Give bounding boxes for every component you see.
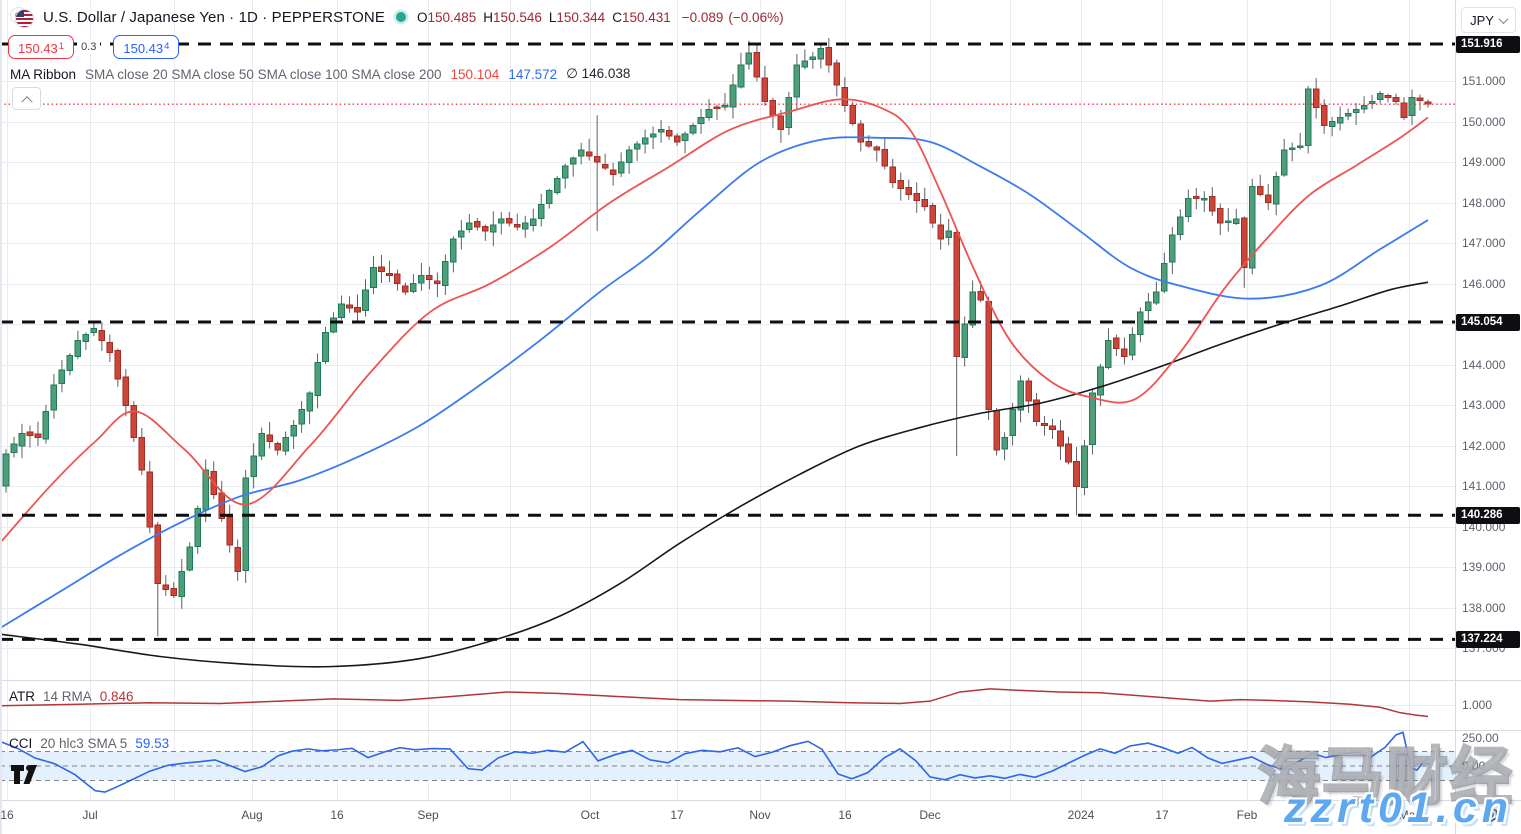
- sell-price: 150.43: [18, 41, 58, 56]
- buy-price: 150.43: [123, 41, 164, 56]
- chevron-down-icon: [1498, 13, 1509, 24]
- symbol-title[interactable]: U.S. Dollar / Japanese Yen · 1D · PEPPER…: [43, 9, 385, 26]
- sell-price-pip: 1: [58, 41, 65, 52]
- sma20-value: 150.104: [450, 66, 500, 82]
- instrument-flag-icon: [10, 7, 34, 28]
- price-tick-label: 142.000: [1462, 438, 1506, 453]
- close-label: C: [612, 9, 622, 25]
- interval-label: 1D: [238, 8, 258, 26]
- open-label: O: [416, 9, 428, 25]
- price-level-badge: 145.054: [1456, 313, 1520, 331]
- low-value: 150.344: [556, 9, 606, 25]
- time-tick-label: 2024: [1067, 808, 1095, 822]
- atr-value: 0.846: [99, 689, 134, 704]
- time-tick-label: 16: [838, 808, 852, 822]
- currency-axis-button[interactable]: JPY: [1461, 7, 1516, 33]
- tradingview-logo[interactable]: [10, 764, 38, 793]
- ohlc-values: O150.485 H150.546 L150.344 C150.431: [417, 10, 671, 25]
- spread-value: 0.3: [77, 40, 101, 54]
- time-tick-label: 17: [1155, 808, 1169, 822]
- high-label: H: [483, 9, 494, 25]
- buy-button[interactable]: 150.43 4: [113, 35, 180, 59]
- atr-scale-label: 1.000: [1462, 698, 1493, 712]
- separator-dot: ·: [262, 8, 268, 26]
- price-tick-label: 144.000: [1462, 357, 1506, 372]
- chevron-up-icon: [20, 95, 33, 107]
- collapse-legend-button[interactable]: [12, 87, 41, 110]
- cci-band: [0, 751, 1455, 781]
- price-tick-label: 149.000: [1462, 155, 1506, 170]
- atr-legend[interactable]: ATR 14 RMA 0.846: [9, 689, 134, 704]
- symbol-name: U.S. Dollar / Japanese Yen: [43, 8, 225, 26]
- time-tick-label: 16: [0, 808, 14, 822]
- sma50-line: [0, 136, 1429, 629]
- price-tick-label: 139.000: [1462, 560, 1506, 575]
- price-tick-label: 141.000: [1462, 479, 1506, 494]
- ma-ribbon-title: MA Ribbon: [10, 66, 77, 82]
- time-tick-label: Aug: [241, 808, 263, 822]
- cci-value: 59.53: [135, 736, 170, 751]
- price-tick-label: 151.000: [1462, 74, 1506, 89]
- price-change: −0.089 (−0.06%): [682, 10, 784, 25]
- price-tick-label: 147.000: [1462, 236, 1506, 251]
- low-label: L: [548, 9, 557, 25]
- time-tick-label: Feb: [1236, 808, 1258, 822]
- time-tick-label: 16: [330, 808, 344, 822]
- buy-price-pip: 4: [164, 41, 170, 52]
- cci-legend[interactable]: CCI 20 hlc3 SMA 5 59.53: [9, 736, 169, 751]
- time-tick-label: 17: [670, 808, 684, 822]
- ma-ribbon-params: SMA close 20 SMA close 50 SMA close 100 …: [85, 66, 442, 82]
- close-value: 150.431: [621, 9, 671, 25]
- trade-buttons: 150.43 1 0.3 150.43 4: [8, 35, 180, 59]
- sell-button[interactable]: 150.43 1: [8, 35, 75, 59]
- sma200-line: [0, 281, 1429, 668]
- change-percent: (−0.06%): [728, 9, 784, 25]
- change-absolute: −0.089: [681, 9, 724, 25]
- price-tick-label: 143.000: [1462, 398, 1506, 413]
- atr-params: 14 RMA: [43, 689, 92, 704]
- price-level-badge: 151.916: [1456, 35, 1520, 53]
- symbol-legend: U.S. Dollar / Japanese Yen · 1D · PEPPER…: [10, 7, 784, 28]
- time-tick-label: Nov: [749, 808, 771, 822]
- price-tick-label: 138.000: [1462, 600, 1506, 615]
- sma200-value: ∅ 146.038: [566, 66, 631, 81]
- ma-ribbon-legend[interactable]: MA Ribbon SMA close 20 SMA close 50 SMA …: [10, 66, 630, 82]
- price-tick-label: 146.000: [1462, 276, 1506, 291]
- cci-params: 20 hlc3 SMA 5: [40, 736, 128, 751]
- us-flag-icon: [15, 9, 34, 28]
- axis-settings-gear-icon[interactable]: [1482, 806, 1499, 828]
- cci-scale-label: 0.00: [1462, 759, 1486, 773]
- sma20-line: [0, 98, 1429, 544]
- candlestick-series: [2, 37, 1432, 637]
- currency-label: JPY: [1470, 12, 1494, 28]
- cci-scale-label: 250.00: [1462, 731, 1499, 745]
- price-level-badge: 140.286: [1456, 506, 1520, 524]
- provider-label: PEPPERSTONE: [271, 8, 385, 26]
- time-tick-label: Mar: [1398, 808, 1420, 822]
- sma50-value: 147.572: [508, 66, 558, 82]
- cci-line: [0, 731, 1429, 793]
- market-status-icon[interactable]: [395, 12, 406, 22]
- atr-line: [0, 688, 1429, 718]
- time-tick-label: Sep: [417, 808, 439, 822]
- atr-title: ATR: [9, 689, 35, 704]
- price-level-badge: 137.224: [1456, 630, 1520, 648]
- separator-dot: ·: [229, 8, 235, 26]
- time-tick-label: Oct: [580, 808, 600, 822]
- price-tick-label: 150.000: [1462, 114, 1506, 129]
- open-value: 150.485: [427, 9, 477, 25]
- cci-title: CCI: [9, 736, 33, 751]
- price-tick-label: 148.000: [1462, 195, 1506, 210]
- time-tick-label: Dec: [919, 808, 941, 822]
- high-value: 150.546: [493, 9, 542, 25]
- time-tick-label: Jul: [82, 808, 98, 822]
- left-pane-divider: [0, 0, 2, 834]
